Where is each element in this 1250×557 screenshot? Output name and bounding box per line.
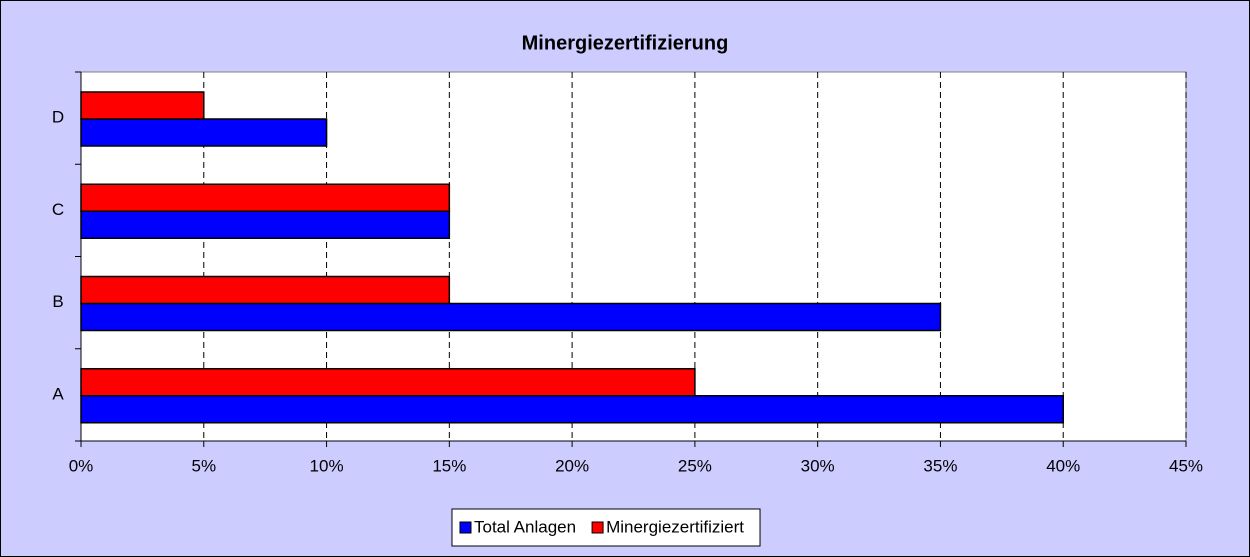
bar	[80, 275, 451, 305]
bar	[80, 91, 205, 120]
x-tick-label: 35%	[923, 456, 957, 475]
x-tick-label: 25%	[678, 456, 712, 475]
x-tick-label: 40%	[1046, 456, 1080, 475]
bar	[80, 118, 328, 147]
bar	[80, 302, 942, 332]
bar	[80, 395, 1064, 424]
y-tick-label: A	[52, 384, 64, 403]
legend-swatch	[459, 521, 472, 534]
x-tick-label: 15%	[432, 456, 466, 475]
y-tick-label: B	[52, 292, 63, 311]
bar	[80, 210, 451, 239]
legend-label: Minergiezertifiziert	[606, 517, 744, 536]
y-tick-label: D	[52, 108, 64, 127]
x-tick-label: 45%	[1169, 456, 1203, 475]
x-tick-label: 20%	[555, 456, 589, 475]
x-tick-label: 5%	[191, 456, 216, 475]
y-tick-label: C	[52, 200, 64, 219]
bar	[80, 183, 451, 212]
x-tick-label: 10%	[310, 456, 344, 475]
legend-label: Total Anlagen	[474, 517, 576, 536]
chart-title: Minergiezertifizierung	[522, 32, 729, 54]
bar	[80, 368, 696, 397]
x-tick-label: 30%	[801, 456, 835, 475]
legend	[451, 508, 761, 547]
x-tick-label: 0%	[69, 456, 94, 475]
legend-swatch	[591, 521, 604, 534]
